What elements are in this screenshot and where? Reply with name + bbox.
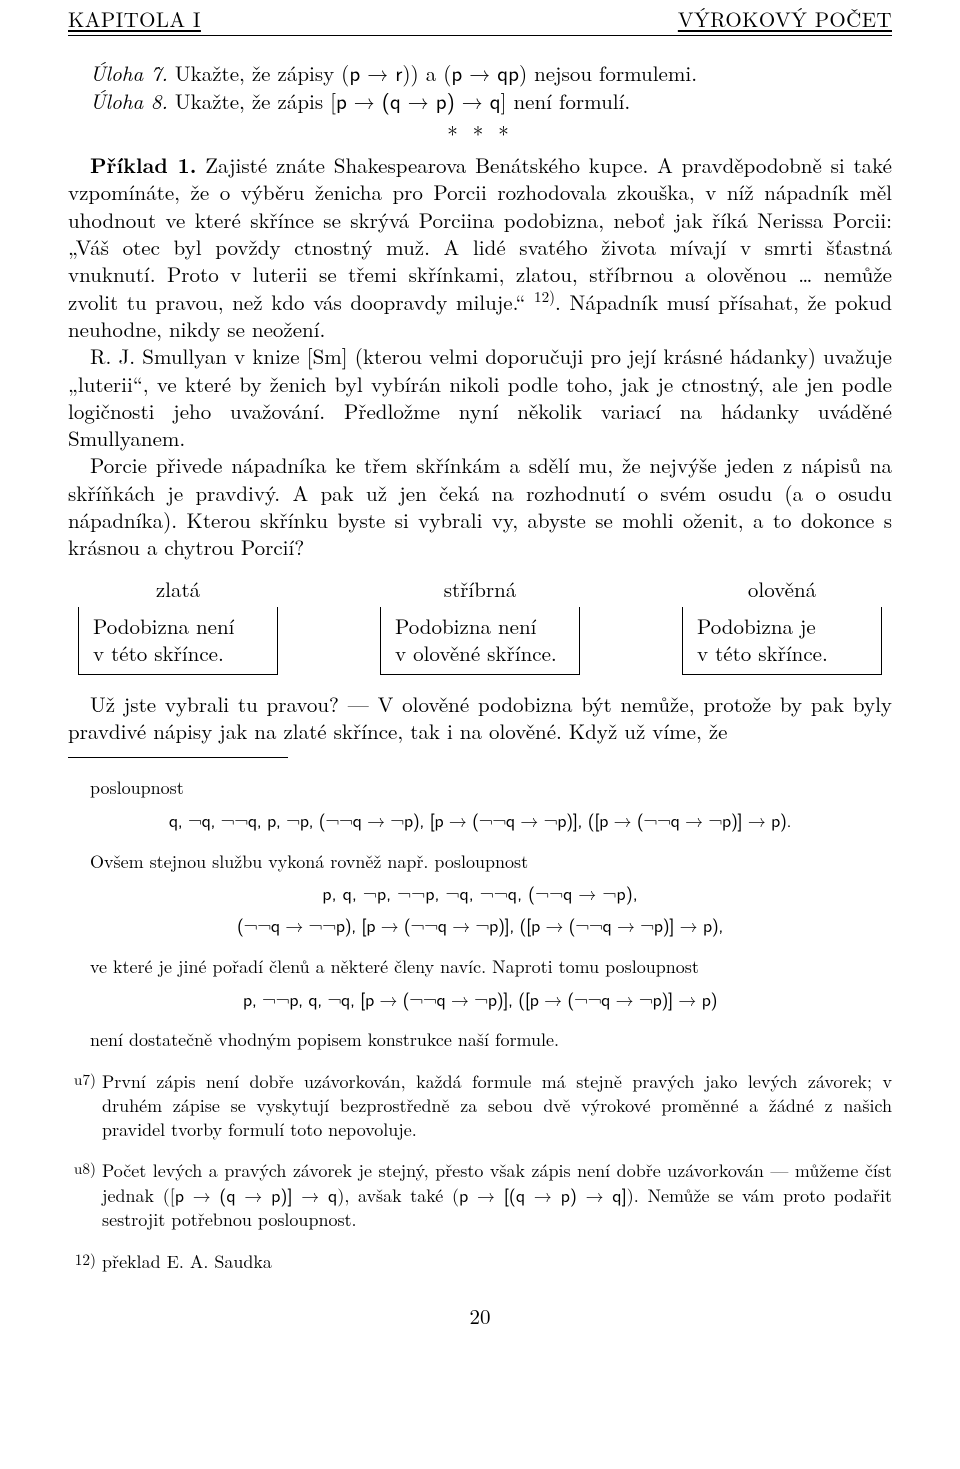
footnote-12: 12)překlad E. A. Saudka <box>102 1250 892 1274</box>
footnote-u7: u7)První zápis není dobře uzávorkován, k… <box>102 1070 892 1141</box>
box-silver-line1: Podobizna není <box>395 613 565 640</box>
example-1-label: Příklad 1. <box>90 150 196 180</box>
footnote-seq3: p, ¬¬p, q, ¬q, [p → (¬¬q → ¬p)], ([p → (… <box>68 987 892 1011</box>
footnote-rule <box>68 757 288 758</box>
footnote-seq1: q, ¬q, ¬¬q, p, ¬p, (¬¬q → ¬p), [p → (¬¬q… <box>68 808 892 832</box>
footnote-u8-tag: u8) <box>68 1159 96 1179</box>
box-gold-content: Podobizna není v této skřínce. <box>78 607 278 675</box>
footnote-neni: není dostatečně vhodným popisem konstruk… <box>68 1028 892 1052</box>
footnote-12-text: překlad E. A. Saudka <box>102 1249 272 1274</box>
example-1-ref: 12) <box>534 286 555 307</box>
box-lead-line2: v této skřínce. <box>697 640 867 667</box>
footnote-u8-formula-2: p → [(q → p) → q] <box>459 1181 627 1208</box>
box-silver: stříbrná Podobizna není v olověné skřínc… <box>380 576 580 675</box>
paragraph-uz: Už jste vybrali tu pravou? — V olověné p… <box>68 691 892 746</box>
page-number: 20 <box>68 1303 892 1330</box>
box-gold-label: zlatá <box>156 576 200 603</box>
footnote-u7-tag: u7) <box>68 1070 96 1090</box>
exercise-7-formula-2: p → qp <box>451 58 519 88</box>
footnote-u7-text: První zápis není dobře uzávorkován, každ… <box>102 1069 892 1142</box>
footnote-posloupnost: posloupnost <box>68 776 892 800</box>
footnote-seq2b: (¬¬q → ¬¬p), [p → (¬¬q → ¬p)], ([p → (¬¬… <box>68 913 892 937</box>
section-separator-stars: * * * <box>68 121 892 148</box>
box-silver-label: stříbrná <box>444 576 517 603</box>
box-lead-content: Podobizna je v této skřínce. <box>682 607 882 675</box>
running-head-right: VÝROKOVÝ POČET <box>678 6 892 33</box>
footnote-u8-text-b: ), avšak také ( <box>337 1183 459 1208</box>
footnote-ovsem: Ovšem stejnou službu vykoná rovněž např.… <box>68 850 892 874</box>
footnotes: posloupnost q, ¬q, ¬¬q, p, ¬p, (¬¬q → ¬p… <box>68 776 892 1273</box>
exercise-7-label: Úloha 7. <box>90 58 168 88</box>
exercise-8-formula-1: p → (q → p) → q <box>336 86 501 116</box>
footnote-seq2a: p, q, ¬p, ¬¬p, ¬q, ¬¬q, (¬¬q → ¬p), <box>68 881 892 905</box>
paragraph-porcie: Porcie přivede nápadníka ke třem skřínká… <box>68 452 892 561</box>
box-lead-label: olověná <box>748 576 816 603</box>
box-gold-line2: v této skřínce. <box>93 640 263 667</box>
exercise-7-formula-1: p → r <box>349 58 402 88</box>
box-lead-line1: Podobizna je <box>697 613 867 640</box>
box-silver-line2: v olověné skřínce. <box>395 640 565 667</box>
exercise-7: Úloha 7. Ukažte, že zápisy (p → r)) a (p… <box>68 60 892 115</box>
exercise-8-text-b: ] není formulí. <box>501 86 631 116</box>
footnote-u8: u8)Počet levých a pravých závorek je ste… <box>102 1159 892 1231</box>
footnote-u8-formula-1: p → (q → p)] → q <box>175 1181 338 1208</box>
exercise-7-text-b: )) a ( <box>402 58 451 88</box>
box-gold: zlatá Podobizna není v této skřínce. <box>78 576 278 675</box>
running-head: KAPITOLA I VÝROKOVÝ POČET <box>68 0 892 36</box>
footnote-12-tag: 12) <box>68 1250 96 1270</box>
exercise-7-text-a: Ukažte, že zápisy ( <box>168 58 349 88</box>
exercise-8-text-a: Ukažte, že zápis [ <box>168 86 336 116</box>
exercise-7-text-c: ) nejsou formulemi. <box>519 58 697 88</box>
paragraph-smullyan: R. J. Smullyan v knize [Sm] (kterou velm… <box>68 343 892 452</box>
box-gold-line1: Podobizna není <box>93 613 263 640</box>
exercise-8-label: Úloha 8. <box>90 86 168 116</box>
running-head-left: KAPITOLA I <box>68 6 201 33</box>
boxes-row: zlatá Podobizna není v této skřínce. stř… <box>78 576 882 675</box>
box-lead: olověná Podobizna je v této skřínce. <box>682 576 882 675</box>
box-silver-content: Podobizna není v olověné skřínce. <box>380 607 580 675</box>
footnote-ve-ktere: ve které je jiné pořadí členů a některé … <box>68 955 892 979</box>
